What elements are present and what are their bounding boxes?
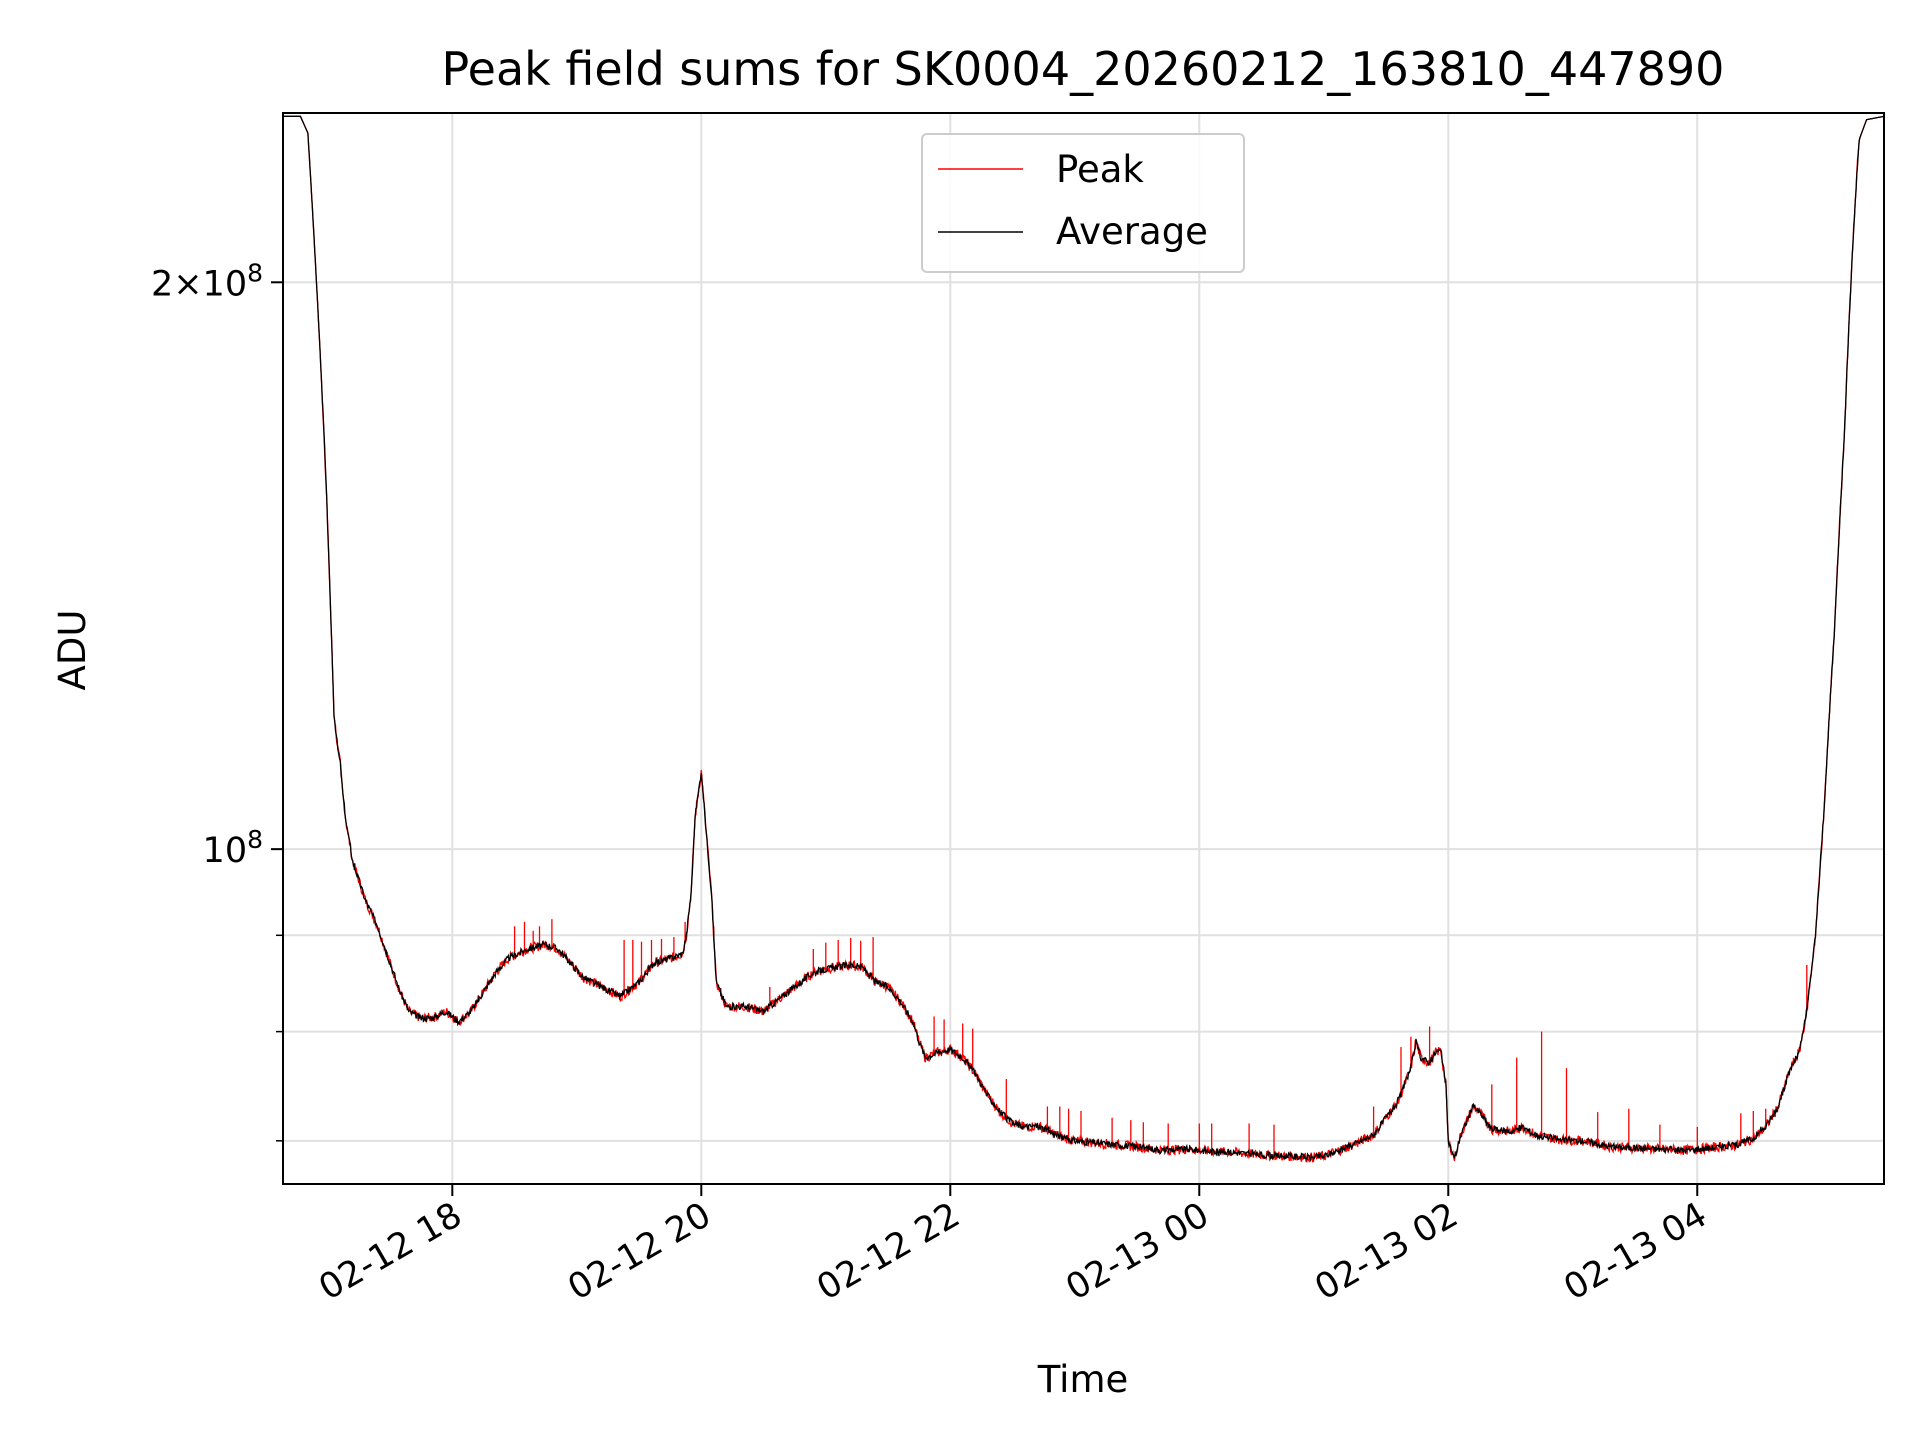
average-series-line (283, 115, 1885, 1162)
legend-peak-label: Peak (1056, 148, 1144, 191)
y-tick-label: 108 (203, 825, 263, 871)
plot-frame (282, 112, 1885, 1185)
y-axis-label: ADU (51, 610, 94, 691)
x-axis-label: Time (1037, 1358, 1129, 1401)
legend-average-label: Average (1056, 210, 1208, 253)
grid-lines (283, 113, 1884, 1184)
y-tick-label: 2×108 (151, 258, 263, 304)
legend: Peak Average (921, 133, 1245, 273)
chart-title: Peak field sums for SK0004_20260212_1638… (442, 42, 1725, 96)
plot-series (283, 115, 1885, 1163)
